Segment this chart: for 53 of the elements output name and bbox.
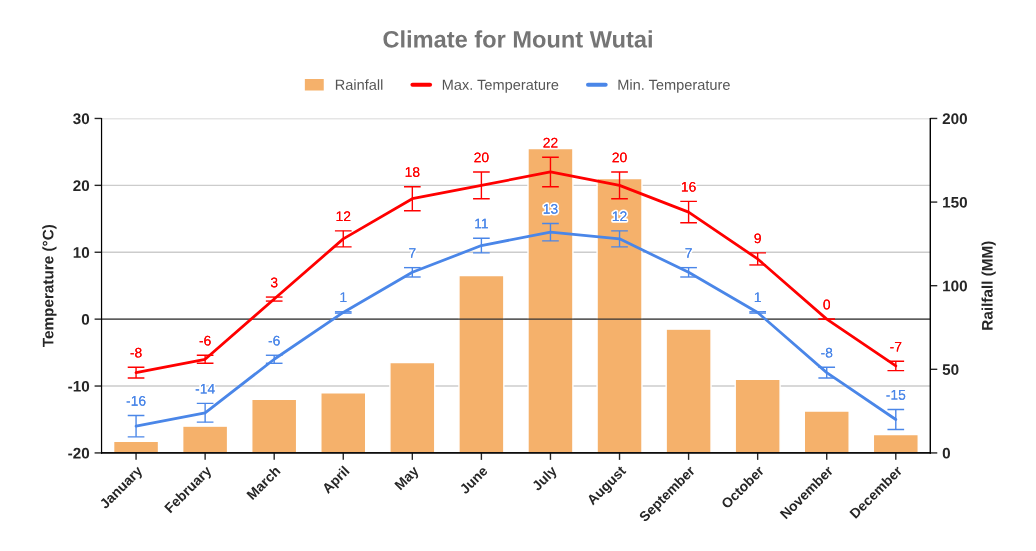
y-axis-title: Temperature (°C): [42, 224, 57, 348]
data-label: -8: [130, 347, 142, 358]
y-tick-label: 20: [73, 180, 90, 192]
y-tick-label: -20: [68, 447, 90, 459]
bar: [872, 433, 919, 453]
y2-tick-label: 0: [942, 447, 950, 459]
bar: [389, 361, 436, 453]
bar: [527, 147, 574, 453]
data-label: -15: [886, 390, 906, 400]
data-label: 12: [336, 211, 351, 222]
data-label: 0: [823, 299, 831, 310]
bar: [251, 398, 298, 453]
y2-axis-title: Railfall (MM): [981, 241, 996, 330]
data-label: -6: [268, 335, 280, 346]
data-label: 20: [612, 152, 627, 163]
legend-label: Rainfall: [335, 79, 383, 90]
data-label: 3: [270, 277, 278, 288]
bar: [734, 378, 781, 453]
bar: [320, 392, 367, 453]
data-label: 16: [681, 181, 696, 192]
data-label: 13: [543, 203, 558, 214]
y-tick-label: -10: [68, 380, 90, 392]
data-label: -14: [195, 384, 215, 394]
data-label: 11: [475, 218, 488, 229]
data-label: 7: [685, 248, 692, 258]
bar: [458, 274, 505, 453]
bar: [665, 328, 712, 453]
data-label: -8: [821, 347, 833, 358]
data-label: 9: [754, 233, 761, 244]
y-tick-label: 0: [81, 314, 90, 325]
data-label: 7: [409, 248, 416, 258]
y-tick-label: 10: [73, 247, 90, 258]
y2-tick-label: 50: [942, 364, 959, 375]
data-label: -16: [126, 395, 146, 406]
data-label: 22: [543, 137, 558, 148]
data-label: 12: [612, 211, 627, 222]
y2-tick-label: 150: [943, 196, 967, 208]
bar: [803, 410, 850, 453]
data-label: -6: [199, 335, 211, 346]
bar: [596, 177, 643, 453]
x-tick-label: May: [394, 465, 422, 493]
y-tick-label: 30: [73, 113, 90, 125]
data-label: 20: [474, 152, 489, 163]
chart-title: Climate for Mount Wutai: [383, 30, 652, 48]
y2-tick-label: 200: [942, 113, 967, 125]
legend-label: Max. Temperature: [442, 79, 559, 93]
data-label: 1: [754, 292, 761, 302]
data-label: 1: [340, 292, 347, 302]
data-label: 18: [405, 167, 420, 177]
bar: [181, 425, 229, 453]
y2-tick-label: 100: [943, 280, 967, 292]
data-label: -7: [890, 341, 902, 352]
legend-label: Min. Temperature: [618, 79, 730, 93]
